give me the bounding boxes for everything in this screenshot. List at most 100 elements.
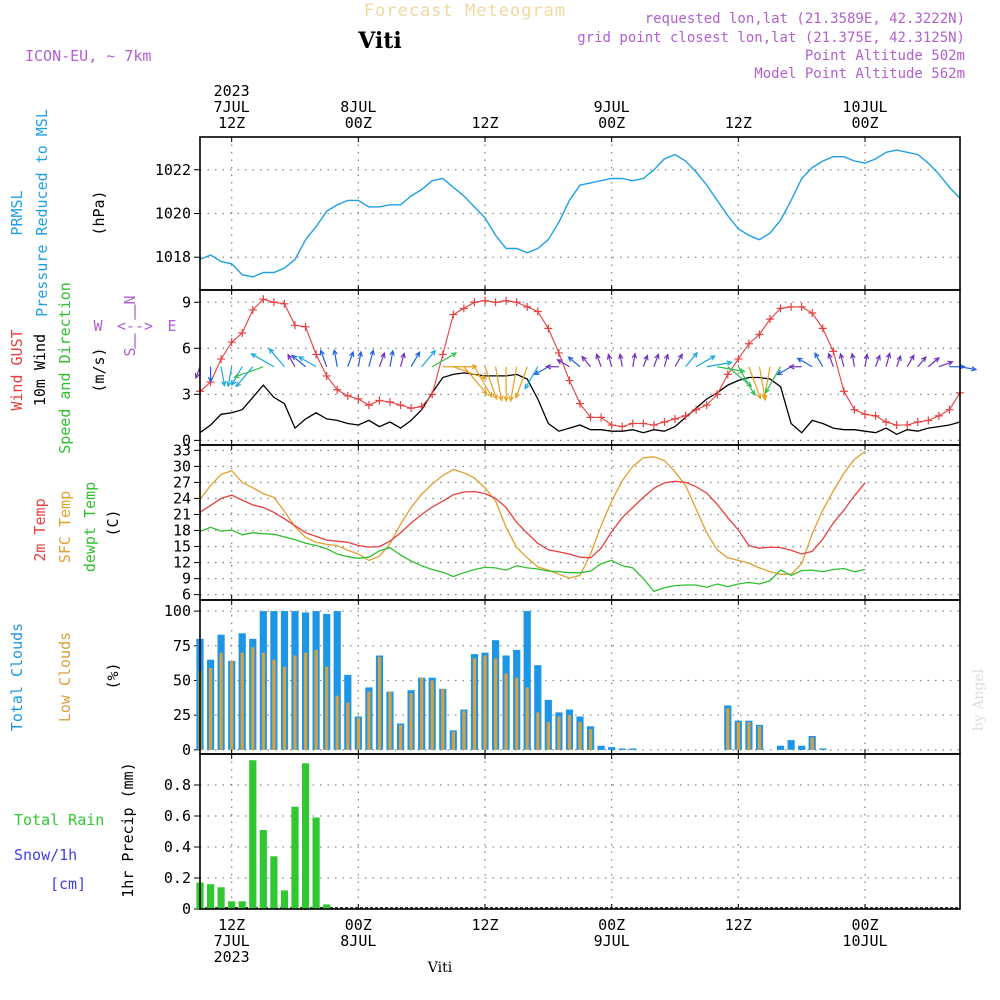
- gust-marker: [734, 355, 743, 364]
- low-cloud-bar: [304, 652, 308, 750]
- low-cloud-bar: [430, 680, 434, 750]
- rain-bar: [238, 901, 246, 910]
- wind-arrow-head: [863, 352, 870, 360]
- total-cloud-bar: [597, 745, 605, 750]
- gust-marker: [607, 421, 616, 430]
- wind-arrow: [663, 353, 670, 367]
- series-group: [199, 149, 961, 278]
- gust-marker: [481, 296, 489, 305]
- gust-marker: [428, 390, 437, 399]
- total-cloud-bar: [523, 611, 531, 750]
- wind-arrow-head: [297, 356, 305, 362]
- bottom-time-label: 9JUL: [594, 932, 630, 950]
- wind-arrow: [581, 355, 592, 368]
- wind-arrow: [737, 366, 756, 396]
- wind-arrow-head: [709, 355, 716, 361]
- low-cloud-bar: [409, 693, 413, 750]
- y-tick-label: 30: [173, 457, 191, 475]
- wind-arrow: [938, 360, 954, 368]
- wind-arrow-head: [631, 352, 637, 359]
- compass-rose: N S W E <-->| |: [93, 295, 176, 356]
- low-cloud-bar: [335, 695, 339, 750]
- wind-arrow: [776, 366, 792, 376]
- wind-arrow: [268, 347, 285, 368]
- y-tick-label: 75: [173, 637, 191, 655]
- compass-s: S: [121, 347, 139, 356]
- ylabel-2m-temp: 2m Temp: [31, 498, 49, 561]
- gust-marker: [291, 321, 299, 330]
- wind-arrow: [368, 349, 375, 367]
- gust-marker: [238, 328, 247, 337]
- wind-arrow-shaft: [748, 366, 761, 399]
- series-group: [196, 611, 827, 750]
- wind-arrow-shaft: [399, 353, 405, 367]
- ylabel-snow-unit: [cm]: [50, 875, 86, 893]
- y-tick-label: 6: [182, 586, 191, 604]
- low-cloud-bar: [261, 652, 265, 750]
- wind-arrow: [207, 366, 214, 384]
- rain-bar: [302, 763, 310, 909]
- low-cloud-bar: [314, 649, 318, 750]
- rain-bar: [280, 890, 289, 909]
- wind-arrow-shaft: [298, 356, 317, 368]
- wind-arrow-head: [451, 352, 458, 358]
- wind-arrow-head: [233, 373, 240, 379]
- gust-marker: [649, 421, 658, 430]
- compass-vertical-up: |: [130, 302, 139, 320]
- low-cloud-bar: [557, 716, 561, 750]
- sfc-temp-line: [199, 450, 866, 579]
- low-cloud-bar: [515, 677, 519, 750]
- low-cloud-bar: [757, 726, 762, 750]
- wind-arrow: [473, 366, 493, 399]
- panel-wind: 0 3 6 9 Wind GUST 10m Wind Speed and Direction…: [8, 282, 978, 454]
- gust-marker: [375, 396, 384, 405]
- wind-arrow-shaft: [706, 361, 732, 368]
- wind-arrow: [748, 366, 762, 400]
- y-tick-label: 18: [173, 522, 191, 540]
- wind-arrow-shaft: [596, 354, 602, 367]
- wind-arrow-shaft: [685, 352, 698, 368]
- wind-arrow: [706, 360, 733, 368]
- footer-station: Viti: [427, 960, 453, 976]
- top-time-label: 00Z: [598, 114, 625, 132]
- wind-arrow: [788, 364, 802, 370]
- wind-arrow: [631, 352, 637, 367]
- wind-arrow-head: [291, 354, 298, 361]
- wind-arrow-head: [885, 352, 892, 359]
- gust-marker: [533, 307, 542, 316]
- wind-arrow-shaft: [777, 366, 792, 376]
- wind-arrow-head: [796, 357, 803, 363]
- wind-arrow-shaft: [421, 350, 436, 368]
- ylabel-gust: Wind GUST: [8, 329, 26, 410]
- low-cloud-bar: [747, 722, 751, 750]
- wind-arrow: [297, 356, 317, 368]
- rain-bar: [228, 901, 236, 910]
- wind-arrow-head: [814, 352, 820, 359]
- wind-arrow-head: [430, 349, 437, 356]
- gust-marker: [639, 419, 648, 428]
- y-tick-label: 9: [182, 293, 191, 311]
- rain-bar: [249, 760, 257, 909]
- temp-2m-line: [199, 480, 866, 559]
- rain-bar: [312, 817, 320, 909]
- low-cloud-bar: [356, 717, 360, 750]
- wind-arrow-head: [654, 353, 660, 360]
- requested-coords: requested lon,lat (21.3589E, 42.3222N): [645, 11, 965, 27]
- model-label: ICON-EU, ~ 7km: [25, 47, 151, 65]
- wind-arrow-head: [970, 366, 978, 372]
- total-cloud-bar: [787, 740, 795, 750]
- wind-arrow-head: [756, 393, 762, 400]
- y-tick-label: 0.8: [164, 776, 191, 794]
- gust-marker: [565, 376, 574, 385]
- gridpoint-coords: grid point closest lon,lat (21.375E, 42.…: [577, 30, 965, 46]
- series-group: [196, 760, 960, 910]
- wind-arrow: [410, 350, 421, 368]
- wind-arrow-shaft: [765, 366, 782, 394]
- wind-arrow: [235, 366, 254, 388]
- wind-arrow-head: [544, 364, 552, 370]
- wind-arrow-shaft: [632, 353, 636, 367]
- low-cloud-bar: [420, 677, 424, 750]
- bottom-time-label: 00Z: [598, 916, 625, 934]
- gust-marker: [671, 414, 679, 423]
- wind-arrow-shaft: [896, 355, 902, 367]
